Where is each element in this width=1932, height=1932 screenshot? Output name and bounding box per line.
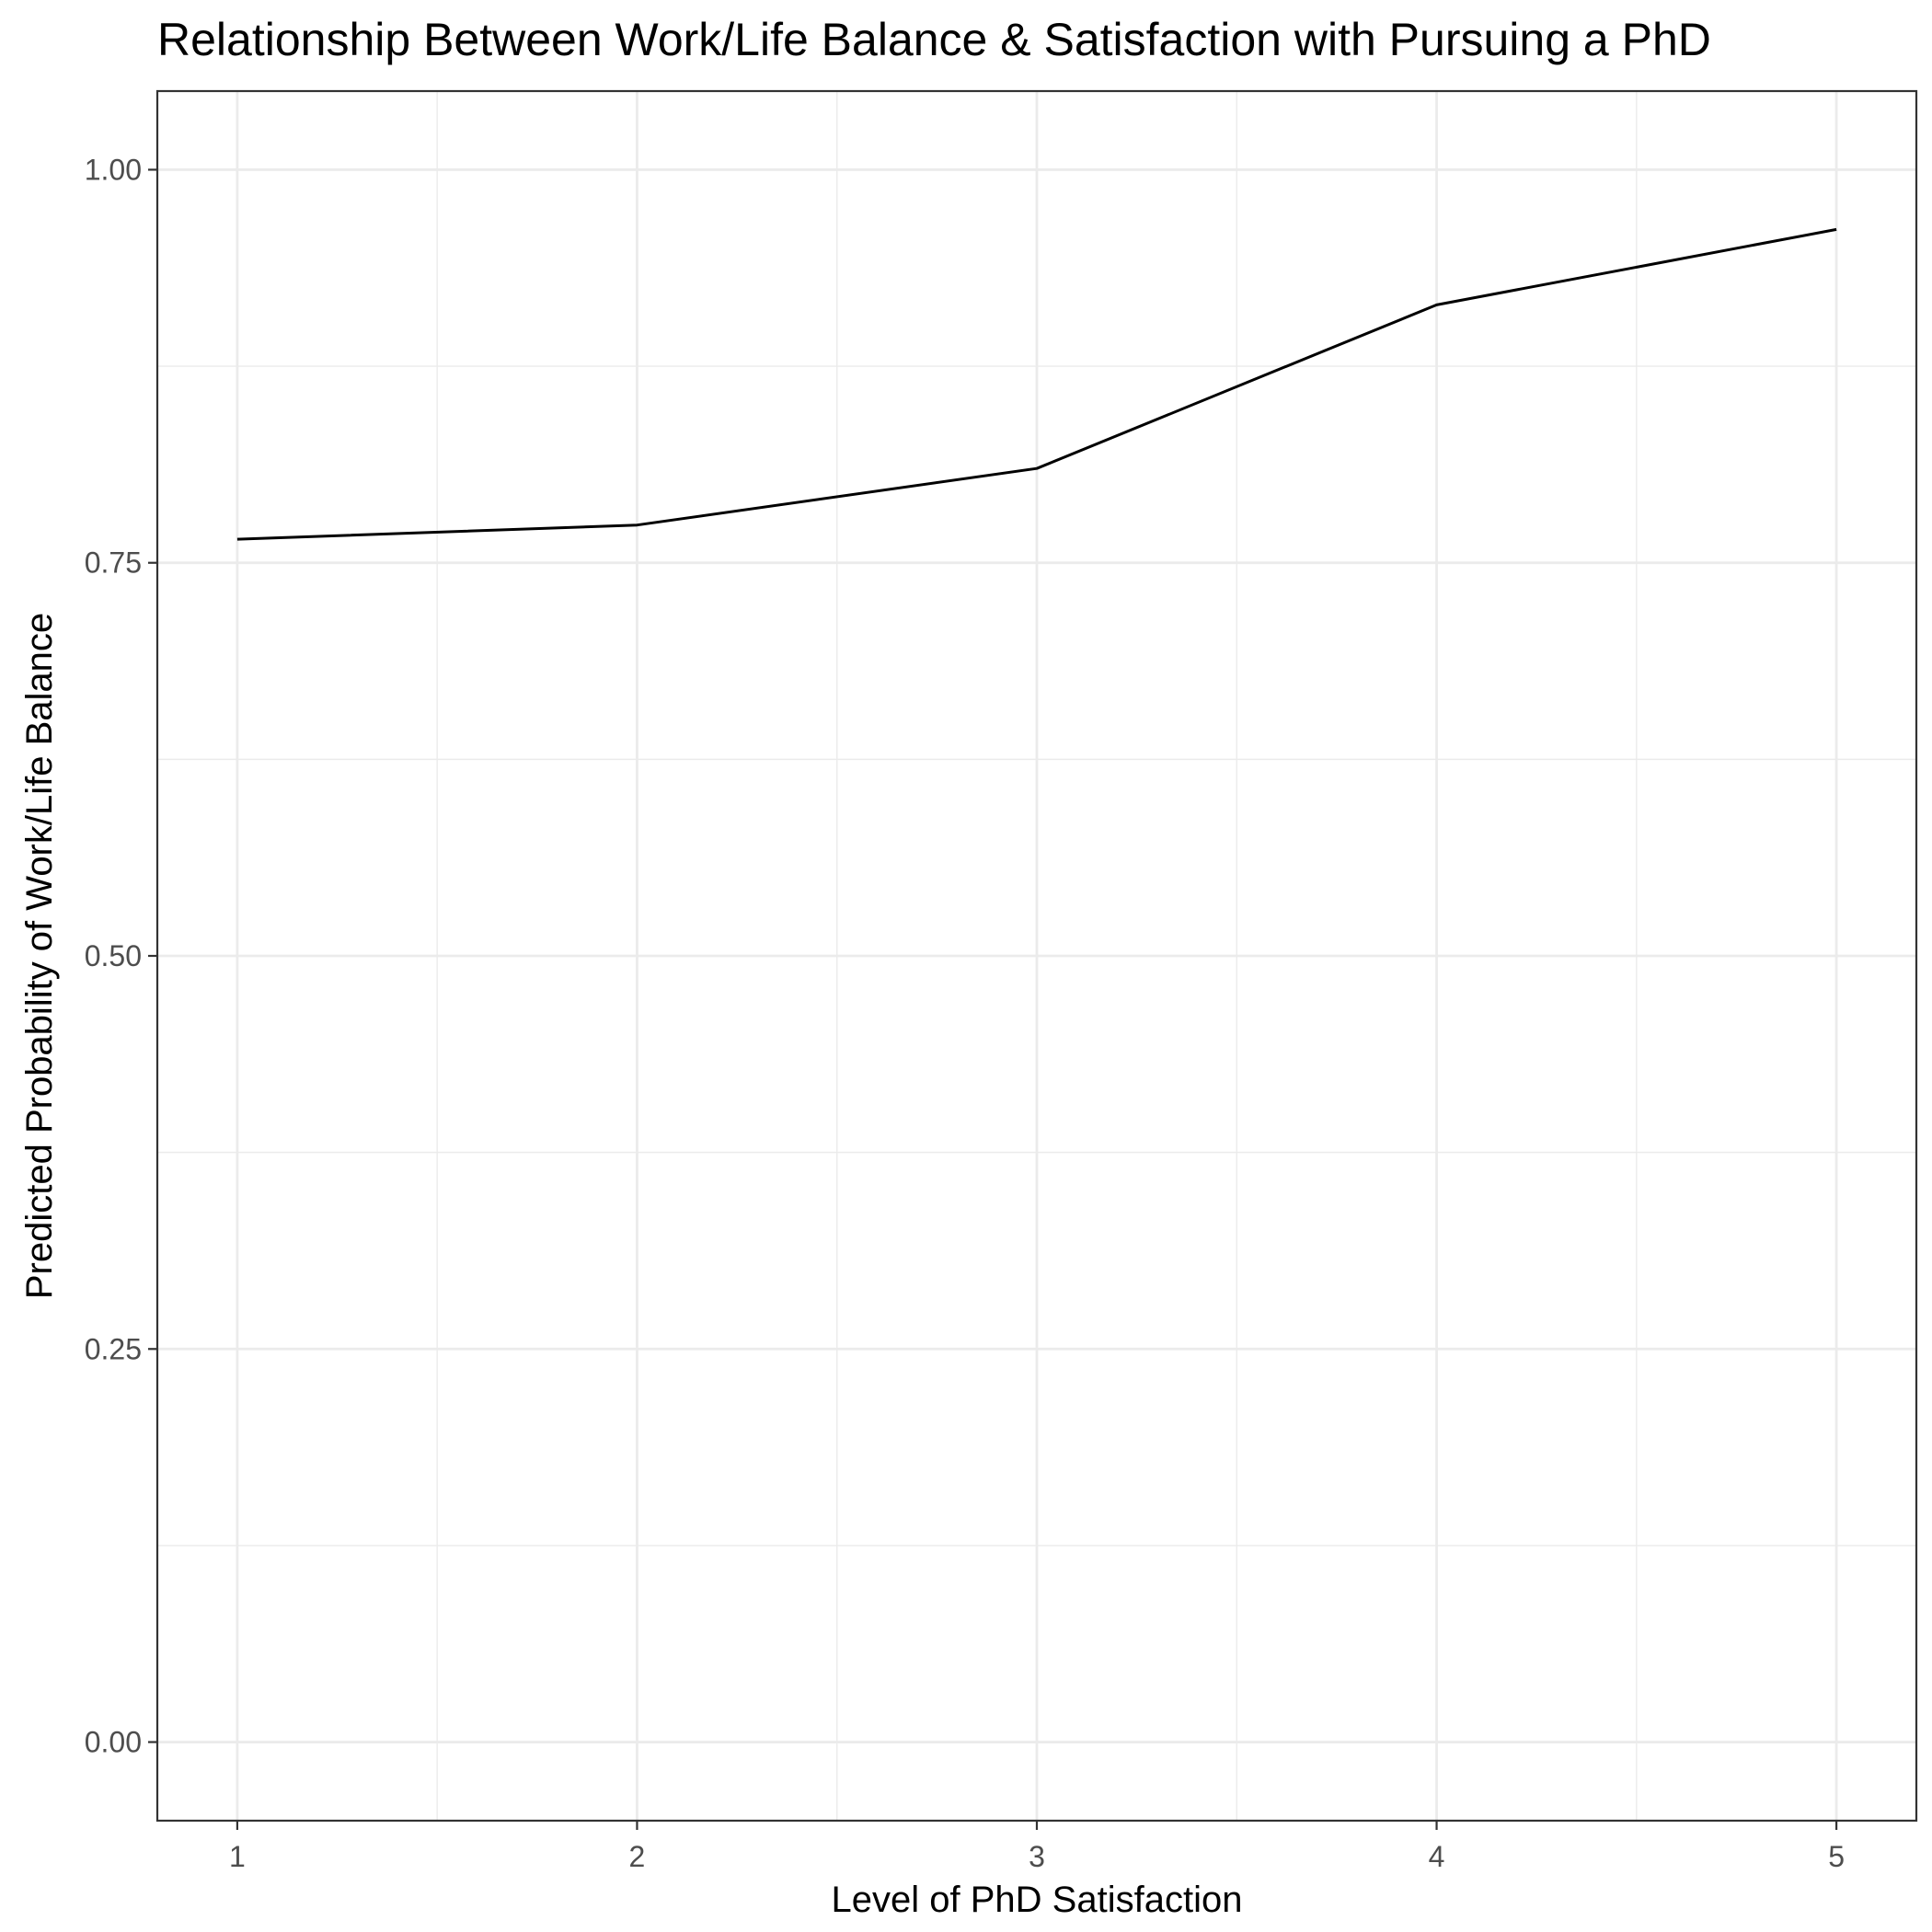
y-axis-title: Predicted Probability of Work/Life Balan… xyxy=(19,613,60,1299)
x-axis: 1 2 3 4 5 xyxy=(229,1821,1845,1873)
x-tick-label: 5 xyxy=(1828,1840,1845,1873)
y-tick-label: 1.00 xyxy=(85,153,142,186)
y-axis: 0.00 0.25 0.50 0.75 1.00 xyxy=(85,153,157,1759)
x-axis-title: Level of PhD Satisfaction xyxy=(832,1880,1243,1920)
x-tick-label: 1 xyxy=(229,1840,246,1873)
grid xyxy=(157,91,1916,1821)
y-tick-label: 0.25 xyxy=(85,1332,142,1365)
y-tick-label: 0.00 xyxy=(85,1726,142,1759)
series-line xyxy=(236,227,1837,541)
x-tick-label: 3 xyxy=(1029,1840,1045,1873)
series-layer xyxy=(236,227,1837,541)
y-tick-label: 0.75 xyxy=(85,546,142,580)
x-tick-label: 2 xyxy=(629,1840,646,1873)
x-tick-label: 4 xyxy=(1429,1840,1445,1873)
y-tick-label: 0.50 xyxy=(85,939,142,972)
chart-title: Relationship Between Work/Life Balance &… xyxy=(157,14,1711,65)
